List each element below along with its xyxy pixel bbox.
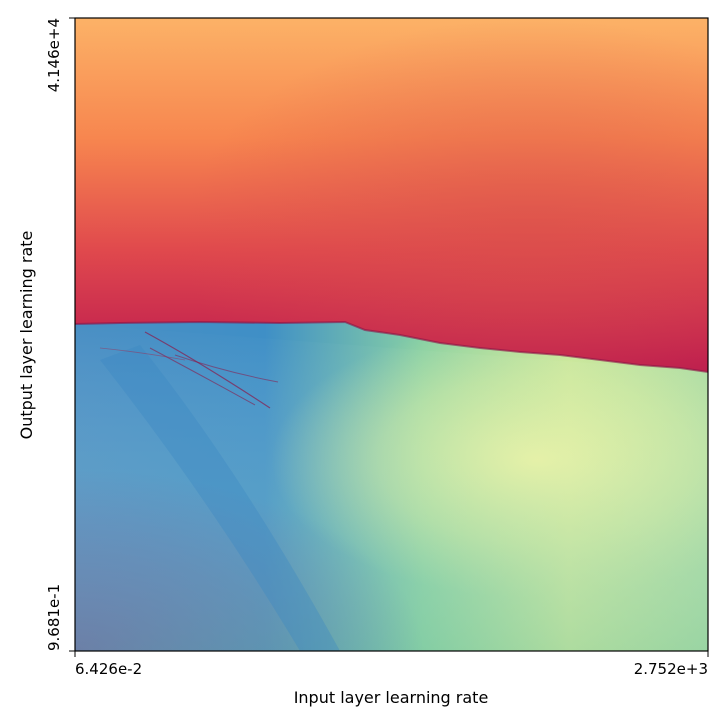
x-tick-label-min: 6.426e-2: [75, 660, 142, 678]
heatmap-image: [75, 18, 708, 651]
y-tick-label-min: 9.681e-1: [45, 584, 63, 651]
y-axis-label: Output layer learning rate: [17, 231, 36, 440]
x-tick-label-max: 2.752e+3: [634, 660, 708, 678]
plot-frame: [74, 17, 709, 652]
y-tick-label-max: 4.146e+4: [45, 18, 63, 92]
x-axis-label: Input layer learning rate: [294, 688, 489, 707]
